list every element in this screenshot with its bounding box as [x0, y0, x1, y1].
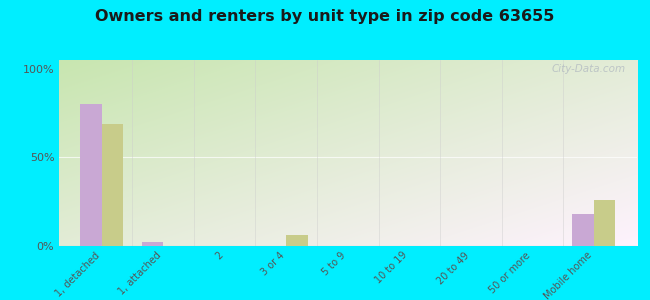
Bar [142, 242, 163, 246]
Text: Owners and renters by unit type in zip code 63655: Owners and renters by unit type in zip c… [96, 9, 554, 24]
Text: City-Data.com: City-Data.com [551, 64, 625, 74]
Bar [573, 214, 594, 246]
Bar [594, 200, 616, 246]
Bar [80, 104, 101, 246]
Bar [101, 124, 123, 246]
Bar [286, 236, 307, 246]
